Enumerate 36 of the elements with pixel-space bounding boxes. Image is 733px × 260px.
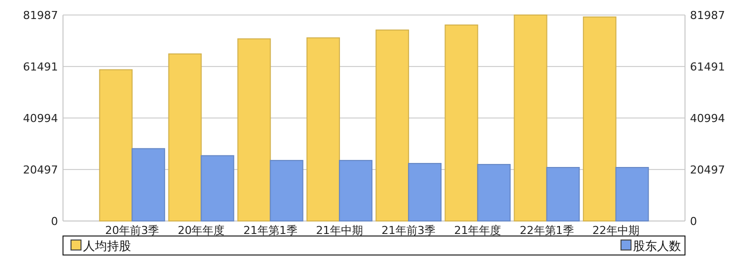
bar [306,37,340,222]
legend-label: 股东人数 [633,239,681,253]
y-tick-label: 20497 [23,164,58,176]
bar [582,16,616,222]
bar [408,162,442,222]
y2-tick-label: 0 [690,215,697,228]
x-tick-label: 20年前3季 [105,224,160,237]
bar [99,69,133,222]
y-tick-label: 61491 [23,60,58,74]
x-tick-label: 21年年度 [454,224,502,237]
bar [270,160,304,222]
bar [168,53,202,222]
x-tick-label: 21年第1季 [243,224,298,237]
bar [546,166,580,222]
bar [615,166,649,222]
y2-tick-label: 20497 [690,164,725,176]
x-tick-label: 21年前3季 [382,224,436,237]
bar [338,160,372,222]
y-tick-label: 81987 [23,9,58,22]
legend-label: 人均持股 [83,239,131,253]
y2-tick-label: 81987 [690,9,725,22]
y2-tick-label: 61491 [690,60,725,74]
bar [444,24,478,222]
x-tick-label: 22年中期 [592,224,640,237]
bar [477,164,511,222]
y-tick-label: 0 [51,215,58,228]
bar [376,30,410,222]
y-tick-label: 40994 [23,112,58,125]
x-tick-label: 22年第1季 [520,224,574,237]
y2-tick-label: 40994 [690,112,725,125]
bar [237,38,271,222]
bar [200,155,234,222]
bar [514,14,548,222]
bar [132,148,166,222]
x-tick-label: 20年年度 [178,224,225,237]
x-tick-label: 21年中期 [316,224,363,237]
